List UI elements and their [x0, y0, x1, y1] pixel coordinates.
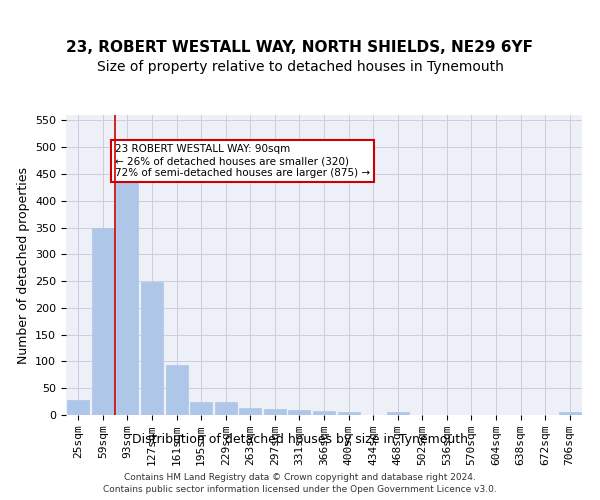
Bar	[215, 402, 237, 415]
Text: 23 ROBERT WESTALL WAY: 90sqm
← 26% of detached houses are smaller (320)
72% of s: 23 ROBERT WESTALL WAY: 90sqm ← 26% of de…	[115, 144, 370, 178]
Bar	[289, 410, 310, 415]
Bar	[92, 228, 114, 415]
Bar	[166, 365, 188, 415]
Bar	[264, 408, 286, 415]
Text: 23, ROBERT WESTALL WAY, NORTH SHIELDS, NE29 6YF: 23, ROBERT WESTALL WAY, NORTH SHIELDS, N…	[67, 40, 533, 55]
Y-axis label: Number of detached properties: Number of detached properties	[17, 166, 29, 364]
Bar	[338, 412, 359, 415]
Bar	[313, 411, 335, 415]
Bar	[141, 282, 163, 415]
Bar	[116, 176, 139, 415]
Text: Size of property relative to detached houses in Tynemouth: Size of property relative to detached ho…	[97, 60, 503, 74]
Bar	[386, 412, 409, 415]
Text: Contains HM Land Registry data © Crown copyright and database right 2024.: Contains HM Land Registry data © Crown c…	[124, 472, 476, 482]
Bar	[190, 402, 212, 415]
Bar	[239, 408, 262, 415]
Text: Distribution of detached houses by size in Tynemouth: Distribution of detached houses by size …	[132, 432, 468, 446]
Bar	[559, 412, 581, 415]
Text: Contains public sector information licensed under the Open Government Licence v3: Contains public sector information licen…	[103, 485, 497, 494]
Bar	[67, 400, 89, 415]
